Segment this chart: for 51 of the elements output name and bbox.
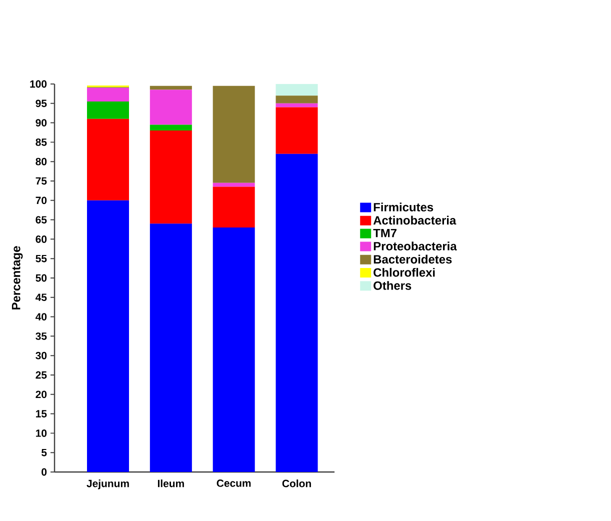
bar bbox=[150, 224, 192, 472]
y-tick-label: 100 bbox=[30, 80, 47, 88]
legend-label: Actinobacteria bbox=[373, 216, 456, 225]
y-tick-label: 0 bbox=[42, 468, 47, 476]
bar bbox=[276, 107, 318, 154]
bar bbox=[150, 124, 192, 131]
bar bbox=[87, 88, 130, 102]
bar bbox=[276, 84, 318, 96]
y-tick-label: 30 bbox=[36, 352, 47, 360]
y-tick-label: 50 bbox=[36, 274, 47, 282]
bar bbox=[276, 96, 318, 104]
y-tick-label: 90 bbox=[36, 119, 47, 126]
bar bbox=[212, 86, 255, 183]
y-tick-label: 85 bbox=[36, 138, 47, 146]
y-tick-label: 75 bbox=[36, 177, 47, 185]
y-tick-label: 45 bbox=[36, 294, 47, 302]
bar bbox=[150, 130, 192, 224]
y-tick-label: 5 bbox=[42, 448, 47, 456]
bar bbox=[212, 182, 255, 187]
legend-label: Proteobacteria bbox=[374, 242, 457, 250]
bar bbox=[212, 186, 255, 228]
y-tick-label: 70 bbox=[36, 196, 47, 204]
y-tick-label: 40 bbox=[36, 313, 47, 320]
y-tick-label: 80 bbox=[36, 158, 47, 166]
x-tick-label: Ileum bbox=[158, 480, 184, 488]
legend-label: Bacteroidetes bbox=[374, 254, 452, 264]
y-tick-label: 55 bbox=[36, 254, 47, 262]
legend-label: Others bbox=[374, 281, 412, 290]
x-tick-label: Colon bbox=[282, 480, 311, 488]
y-tick-label: 10 bbox=[36, 429, 47, 437]
y-tick-label: 25 bbox=[36, 371, 47, 379]
y-tick-label: 20 bbox=[36, 390, 47, 398]
bar bbox=[276, 103, 318, 108]
bar bbox=[87, 200, 130, 472]
bar bbox=[276, 154, 318, 472]
bar bbox=[150, 86, 192, 90]
bar bbox=[87, 118, 130, 200]
legend-label: Chloroflexi bbox=[374, 268, 435, 277]
x-tick-label: Jejunum bbox=[86, 480, 129, 490]
bar bbox=[87, 101, 130, 119]
legend-label: Firmicutes bbox=[374, 202, 434, 212]
bar bbox=[150, 90, 192, 125]
y-axis-title: Percentage bbox=[12, 246, 23, 310]
bar bbox=[212, 228, 255, 472]
y-tick-label: 15 bbox=[36, 410, 47, 418]
y-tick-label: 60 bbox=[36, 235, 47, 243]
x-tick-label: Cecum bbox=[216, 480, 251, 487]
y-tick-label: 65 bbox=[36, 216, 47, 224]
legend-label: TM7 bbox=[373, 228, 396, 238]
y-tick-label: 35 bbox=[36, 332, 47, 340]
y-tick-label: 95 bbox=[36, 100, 47, 108]
